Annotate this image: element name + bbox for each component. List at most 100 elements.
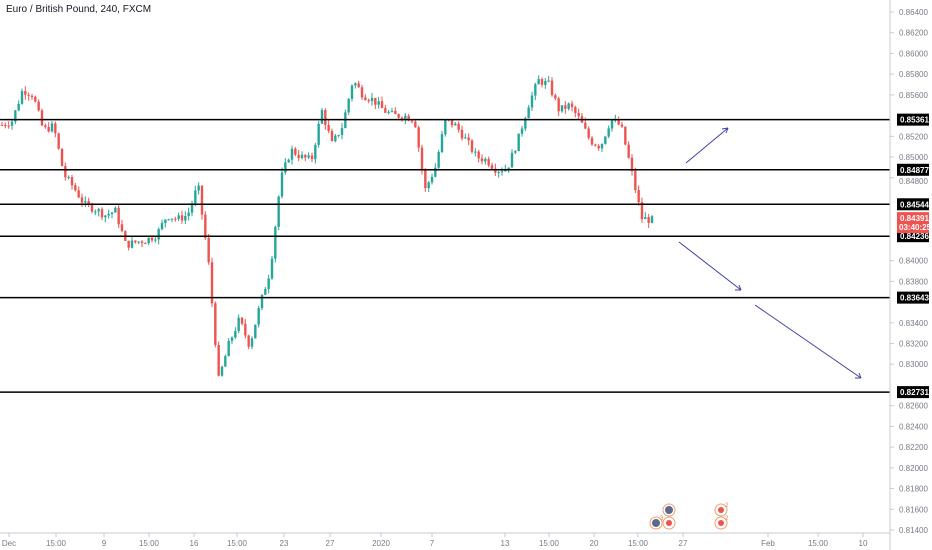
- candle-body: [180, 215, 184, 221]
- candle-body: [560, 105, 564, 112]
- candle-body: [620, 124, 624, 127]
- candle-body: [314, 144, 317, 160]
- candle-body: [567, 103, 570, 109]
- candle-body: [424, 169, 427, 189]
- candle-body: [624, 126, 627, 145]
- candle-body: [224, 356, 227, 367]
- price-tick-label: 0.85800: [899, 70, 928, 79]
- candle-body: [287, 159, 290, 163]
- candle-body: [474, 151, 477, 153]
- forecast-arrows[interactable]: [678, 127, 862, 379]
- level-label: 0.84236: [900, 232, 929, 241]
- candle-body: [187, 212, 190, 217]
- candle-body: [587, 128, 590, 138]
- price-tick-label: 0.81800: [899, 485, 928, 494]
- candle-body: [300, 154, 304, 159]
- level-label: 0.84877: [900, 166, 929, 175]
- price-axis[interactable]: 0.86400 0.86200 0.86000 0.85800 0.85600 0.852…: [890, 8, 928, 535]
- candle-body: [494, 168, 497, 173]
- candle-body: [57, 133, 60, 149]
- candle-body: [217, 345, 220, 376]
- candle-body: [534, 84, 537, 96]
- candle-body: [524, 118, 527, 129]
- bar-countdown: 03:40:25: [899, 223, 932, 232]
- candle-body: [117, 207, 120, 225]
- event-markers[interactable]: 3 2 2: [649, 503, 729, 530]
- candle-body: [637, 190, 640, 203]
- candle-body: [594, 144, 597, 146]
- candle-body: [584, 122, 587, 129]
- candle-body: [440, 134, 444, 153]
- candle-body: [147, 237, 150, 244]
- candle-body: [257, 308, 260, 325]
- candle-body: [627, 144, 630, 158]
- candle-body: [174, 218, 177, 220]
- candle-body: [210, 262, 214, 304]
- candle-body: [294, 148, 297, 155]
- candle-body: [220, 366, 224, 376]
- time-tick-label: 10: [859, 539, 868, 548]
- candle-body: [260, 294, 264, 309]
- candle-body: [237, 317, 240, 332]
- candle-body: [357, 83, 360, 88]
- candle-body: [197, 185, 200, 191]
- candle-body: [434, 167, 437, 177]
- time-axis[interactable]: Dec 15:00 9 15:00 16 15:00 23 27 2020 7 13 15:00 20 1…: [2, 533, 868, 548]
- candle-body: [550, 80, 554, 96]
- candle-body: [304, 154, 307, 158]
- candle-body: [327, 124, 330, 131]
- candle-body: [380, 101, 384, 109]
- candle-body: [457, 123, 460, 130]
- candle-body: [527, 107, 530, 119]
- candle-body: [277, 196, 280, 227]
- time-tick-label: Dec: [2, 539, 16, 548]
- candle-body: [634, 171, 637, 191]
- candle-body: [564, 105, 567, 109]
- candle-body: [557, 98, 560, 112]
- time-tick-label: 15:00: [808, 539, 829, 548]
- candle-body: [480, 158, 484, 162]
- event-icon: 2: [714, 516, 729, 530]
- time-tick-label: 16: [190, 539, 199, 548]
- candle-body: [574, 107, 577, 113]
- candle-body: [144, 243, 147, 245]
- candle-body: [110, 212, 114, 215]
- candle-body: [497, 172, 500, 174]
- candle-body: [60, 148, 64, 167]
- candle-body: [640, 202, 644, 220]
- candle-body: [650, 216, 654, 223]
- candle-body: [320, 110, 324, 124]
- candle-body: [570, 103, 574, 108]
- price-tick-label: 0.83800: [899, 277, 928, 286]
- candle-body: [577, 112, 580, 117]
- level-label-bg: [897, 386, 929, 399]
- candle-body: [50, 123, 54, 132]
- candle-body: [430, 176, 434, 183]
- candle-body: [240, 317, 244, 324]
- candle-body: [337, 134, 340, 136]
- arrow-down-2: [754, 304, 862, 379]
- candle-body: [120, 224, 124, 232]
- event-icon: [662, 503, 676, 517]
- candle-body: [444, 119, 447, 135]
- candle-body: [177, 215, 180, 219]
- candle-body: [390, 110, 394, 112]
- candle-body: [280, 172, 284, 197]
- candle-body: [204, 214, 207, 239]
- candle-body: [127, 240, 130, 248]
- candle-body: [310, 155, 314, 160]
- candle-body: [74, 185, 77, 191]
- time-tick-label: 27: [679, 539, 688, 548]
- candle-body: [230, 337, 234, 341]
- svg-text:2: 2: [725, 516, 729, 522]
- level-label-bg: [897, 198, 929, 211]
- candle-body: [54, 123, 57, 134]
- candle-body: [490, 165, 494, 169]
- candle-body: [97, 209, 100, 212]
- candle-body: [247, 335, 250, 347]
- price-tick-label: 0.82200: [899, 443, 928, 452]
- candle-body: [597, 145, 600, 149]
- candle-body: [630, 157, 634, 172]
